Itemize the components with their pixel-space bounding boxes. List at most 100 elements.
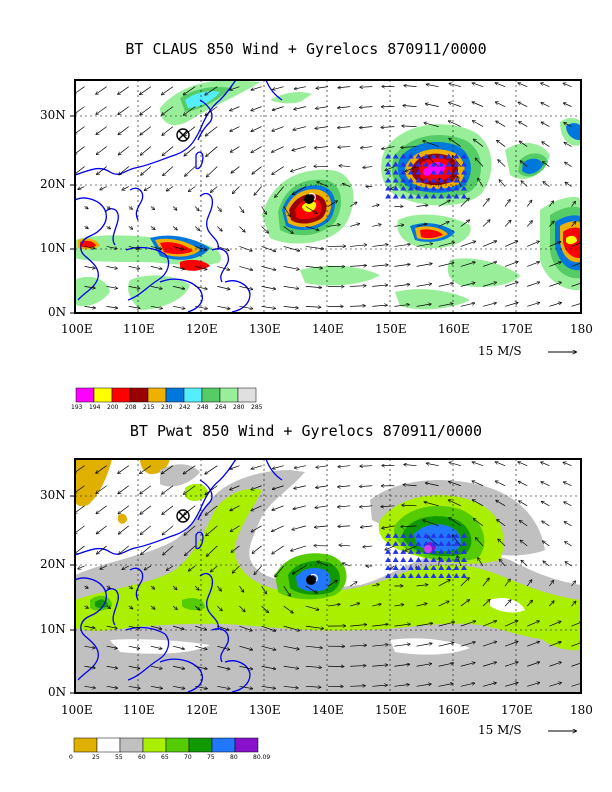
gyre-triangle xyxy=(400,564,407,570)
wind-vector xyxy=(128,206,132,209)
wind-vector xyxy=(189,565,196,571)
wind-vector xyxy=(360,127,373,128)
gyre-triangle xyxy=(407,177,414,183)
wind-vector xyxy=(350,666,365,667)
gyre-triangle xyxy=(430,540,437,546)
wind-vector xyxy=(472,83,484,87)
wind-vector xyxy=(571,683,581,687)
wind-vector xyxy=(141,166,152,176)
wind-vector xyxy=(504,241,517,247)
gyre-triangle xyxy=(400,556,407,562)
wind-vector xyxy=(504,200,510,207)
wind-vector xyxy=(350,603,359,607)
wind-vector xyxy=(195,246,206,250)
colorbar-label: 193 xyxy=(71,404,83,411)
gyre-triangle xyxy=(453,532,460,538)
wind-vector xyxy=(205,86,218,95)
wind-vector xyxy=(482,578,489,587)
gyre-triangle xyxy=(430,556,437,562)
gyre-triangle xyxy=(460,573,467,578)
colorbar-swatch xyxy=(142,737,167,753)
top-lat-label-0n: 0N xyxy=(48,305,67,319)
colorbar-swatch xyxy=(234,737,259,753)
wind-vector xyxy=(438,242,455,247)
wind-vector xyxy=(294,465,306,468)
wind-vector xyxy=(438,283,453,287)
wind-vector xyxy=(549,201,553,207)
gyre-triangle xyxy=(423,540,430,546)
wind-vector xyxy=(571,601,576,607)
top-lon-label-100e: 100E xyxy=(61,322,93,336)
wind-vector xyxy=(394,305,409,307)
bottom-lon-label-150e: 150E xyxy=(375,703,407,717)
wind-vector xyxy=(144,565,152,570)
gyre-triangle xyxy=(407,193,414,199)
top-map xyxy=(70,79,582,352)
gyre-triangle xyxy=(438,185,445,191)
wind-vector xyxy=(527,241,539,247)
gyre-triangle xyxy=(392,532,399,538)
wind-vector xyxy=(416,643,432,647)
wind-vector xyxy=(172,665,184,669)
gyre-triangle xyxy=(453,540,460,546)
colorbar-swatch xyxy=(201,387,221,403)
gyre-triangle xyxy=(445,161,452,167)
gyre-triangle xyxy=(438,556,445,562)
colorbar-label: 80 xyxy=(230,754,238,761)
gyre-triangle xyxy=(453,153,460,159)
bottom-lon-label-160e: 160E xyxy=(438,703,470,717)
wind-vector xyxy=(457,176,462,187)
wind-vector xyxy=(394,225,403,227)
wind-vector xyxy=(217,665,229,669)
wind-vector xyxy=(184,525,196,535)
wind-vector xyxy=(549,581,553,587)
wind-vector xyxy=(150,585,154,589)
wind-vector xyxy=(542,122,550,127)
wind-vector xyxy=(84,625,94,628)
wind-vector xyxy=(283,226,293,233)
wind-vector xyxy=(360,486,373,487)
wind-vector xyxy=(305,286,321,287)
wind-vector xyxy=(475,158,484,167)
wind-vector xyxy=(283,605,293,613)
wind-vector xyxy=(163,166,174,176)
wind-vector xyxy=(239,585,243,592)
wind-vector xyxy=(283,686,298,688)
wind-vector xyxy=(438,622,455,627)
wind-vector xyxy=(239,645,252,650)
wind-vector xyxy=(520,540,528,547)
wind-vector xyxy=(372,224,381,227)
gyre-triangle xyxy=(407,564,414,570)
colorbar-swatch xyxy=(165,387,185,403)
wind-vector xyxy=(206,525,218,536)
wind-vector xyxy=(527,262,539,267)
wind-vector xyxy=(460,621,476,627)
gyre-triangle xyxy=(415,573,422,578)
gyre-triangle xyxy=(453,573,460,578)
gyre-triangle xyxy=(445,532,452,538)
wind-vector xyxy=(273,485,284,490)
wind-vector xyxy=(460,578,469,587)
wind-vector xyxy=(217,206,221,211)
wind-vector xyxy=(150,246,162,249)
bottom-lon-label-130e: 130E xyxy=(249,703,281,717)
wind-vector xyxy=(96,465,107,473)
wind-vector xyxy=(426,104,439,107)
wind-vector xyxy=(372,245,388,247)
wind-vector xyxy=(251,106,262,111)
gyre-triangle xyxy=(460,556,467,562)
gyre-triangle xyxy=(415,169,422,175)
wind-vector xyxy=(283,665,299,668)
wind-vector xyxy=(361,526,373,527)
gyre-triangle xyxy=(415,564,422,570)
wind-vector xyxy=(97,525,107,534)
gyre-triangle xyxy=(445,153,452,159)
gyre-triangle xyxy=(438,540,445,546)
wind-vector xyxy=(100,565,107,569)
wind-vector xyxy=(162,485,174,494)
wind-vector xyxy=(363,546,373,547)
wind-vector xyxy=(438,222,449,227)
gyre-triangle xyxy=(407,548,414,554)
wind-vector xyxy=(363,167,373,168)
wind-vector xyxy=(338,127,351,128)
